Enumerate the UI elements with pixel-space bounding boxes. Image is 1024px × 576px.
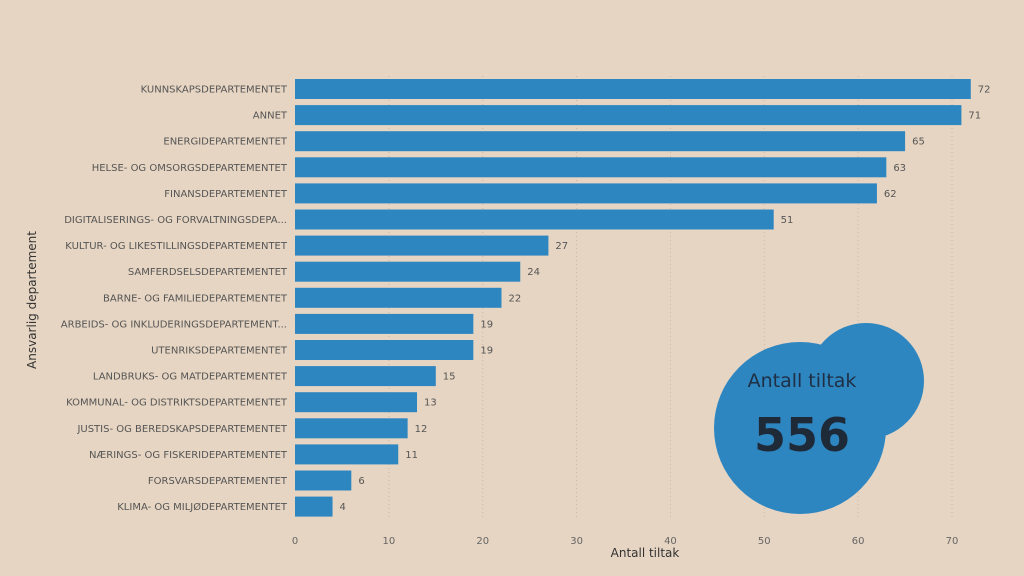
x-tick-label: 70 bbox=[946, 536, 959, 547]
bar[interactable] bbox=[295, 392, 418, 413]
category-label: BARNE- OG FAMILIEDEPARTEMENTET bbox=[103, 293, 288, 304]
category-label: NÆRINGS- OG FISKERIDEPARTEMENTET bbox=[89, 450, 288, 461]
x-tick-label: 10 bbox=[382, 536, 395, 547]
data-label: 6 bbox=[358, 476, 364, 487]
data-label: 51 bbox=[781, 215, 794, 226]
bar[interactable] bbox=[295, 496, 333, 517]
bar[interactable] bbox=[295, 287, 502, 308]
category-label: FORSVARSDEPARTEMENTET bbox=[148, 476, 288, 487]
category-label: HELSE- OG OMSORGSDEPARTEMENTET bbox=[92, 163, 288, 174]
data-label: 4 bbox=[340, 502, 346, 513]
category-label: DIGITALISERINGS- OG FORVALTNINGSDEPA... bbox=[64, 215, 287, 226]
x-tick-label: 50 bbox=[758, 536, 771, 547]
bar[interactable] bbox=[295, 105, 962, 126]
bar[interactable] bbox=[295, 261, 521, 282]
bar[interactable] bbox=[295, 340, 474, 360]
kpi-bubble-large bbox=[714, 342, 886, 514]
category-label: ANNET bbox=[253, 111, 288, 122]
data-label: 62 bbox=[884, 189, 897, 200]
data-label: 13 bbox=[424, 398, 437, 409]
data-label: 71 bbox=[968, 111, 981, 122]
data-label: 27 bbox=[555, 241, 568, 252]
data-label: 11 bbox=[405, 450, 418, 461]
bar[interactable] bbox=[295, 444, 399, 465]
category-label: UTENRIKSDEPARTEMENTET bbox=[151, 346, 288, 357]
bar[interactable] bbox=[295, 157, 887, 178]
category-label: KOMMUNAL- OG DISTRIKTSDEPARTEMENTET bbox=[66, 398, 288, 409]
x-axis-title: Antall tiltak bbox=[611, 546, 680, 560]
bar[interactable] bbox=[295, 183, 877, 204]
category-label: SAMFERDSELSDEPARTEMENTET bbox=[128, 267, 288, 278]
data-label: 12 bbox=[415, 424, 428, 435]
category-label: ARBEIDS- OG INKLUDERINGSDEPARTEMENT... bbox=[61, 319, 287, 330]
bar[interactable] bbox=[295, 418, 408, 439]
bar[interactable] bbox=[295, 131, 906, 152]
x-tick-label: 60 bbox=[852, 536, 865, 547]
x-tick-label: 40 bbox=[664, 536, 677, 547]
category-label: FINANSDEPARTEMENTET bbox=[164, 189, 288, 200]
data-label: 65 bbox=[912, 137, 925, 148]
kpi-label: Antall tiltak bbox=[747, 370, 857, 392]
category-label: KULTUR- OG LIKESTILLINGSDEPARTEMENTET bbox=[65, 241, 288, 252]
bar[interactable] bbox=[295, 470, 352, 491]
bar[interactable] bbox=[295, 209, 774, 230]
data-label: 22 bbox=[508, 293, 521, 304]
x-tick-label: 0 bbox=[292, 536, 298, 547]
x-tick-label: 20 bbox=[476, 536, 489, 547]
category-label: ENERGIDEPARTEMENTET bbox=[163, 137, 288, 148]
category-label: KUNNSKAPSDEPARTEMENTET bbox=[141, 85, 288, 96]
kpi-value: 556 bbox=[753, 408, 851, 462]
bar[interactable] bbox=[295, 235, 549, 256]
data-label: 63 bbox=[893, 163, 906, 174]
category-label: LANDBRUKS- OG MATDEPARTEMENTET bbox=[93, 372, 288, 383]
data-label: 24 bbox=[527, 267, 540, 278]
data-label: 72 bbox=[978, 85, 991, 96]
category-label: KLIMA- OG MILJØDEPARTEMENTET bbox=[117, 501, 288, 513]
x-tick-label: 30 bbox=[570, 536, 583, 547]
data-label: 19 bbox=[480, 346, 493, 357]
category-label: JUSTIS- OG BEREDSKAPSDEPARTEMENTET bbox=[76, 424, 287, 435]
y-axis-title: Ansvarlig departement bbox=[25, 231, 39, 369]
bar[interactable] bbox=[295, 366, 436, 387]
data-label: 15 bbox=[443, 372, 456, 383]
bar[interactable] bbox=[295, 313, 474, 334]
data-label: 19 bbox=[480, 319, 493, 330]
bar[interactable] bbox=[295, 79, 971, 99]
